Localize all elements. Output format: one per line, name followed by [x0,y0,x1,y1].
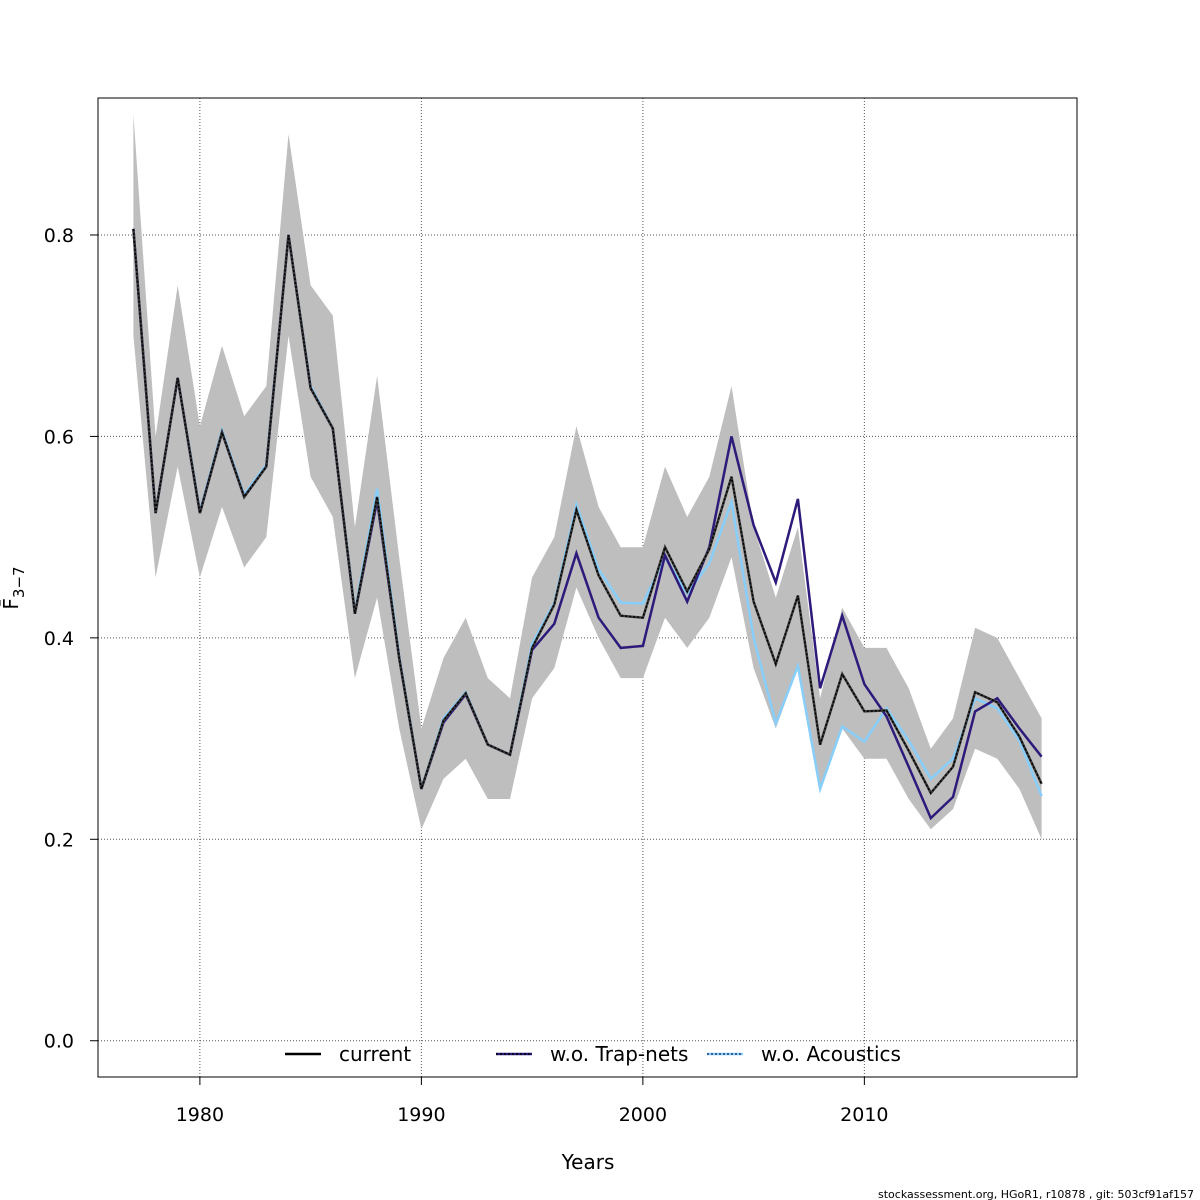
x-axis-title: Years [561,1150,615,1174]
legend-label-acoustics: w.o. Acoustics [761,1042,901,1066]
svg-text:F̄3−7: F̄3−7 [0,566,28,609]
y-tick-label: 0.8 [44,225,74,247]
x-axis: 1980 1990 2000 2010 [176,1077,889,1126]
legend-label-trap-nets: w.o. Trap-nets [550,1042,688,1066]
x-tick-label: 1990 [397,1104,445,1126]
x-tick-label: 2010 [840,1104,888,1126]
legend-item-current: current [285,1042,411,1066]
legend-item-acoustics: w.o. Acoustics [707,1042,901,1066]
x-tick-label: 1980 [176,1104,224,1126]
plot-frame [97,97,1078,1078]
y-tick-label: 0.6 [44,426,74,448]
y-axis-title-main: F̄ [0,598,23,610]
legend-item-trap-nets: w.o. Trap-nets [496,1042,688,1066]
series-line-current-dash [132,228,1043,795]
y-tick-label: 0.0 [44,1031,74,1053]
y-tick-label: 0.2 [44,829,74,851]
y-axis: 0.0 0.2 0.4 0.6 0.8 [44,225,98,1053]
x-tick-label: 2000 [619,1104,667,1126]
footer-note: stockassessment.org, HGoR1, r10878 , git… [878,1188,1194,1200]
y-tick-label: 0.4 [44,628,74,650]
confidence-band [133,114,1042,840]
y-axis-title-subscript: 3−7 [10,566,28,598]
legend-label-current: current [339,1042,411,1066]
series-layer [132,228,1043,821]
y-axis-title: F̄3−7 [0,566,28,609]
legend: current w.o. Trap-nets w.o. Acoustics [285,1042,901,1066]
